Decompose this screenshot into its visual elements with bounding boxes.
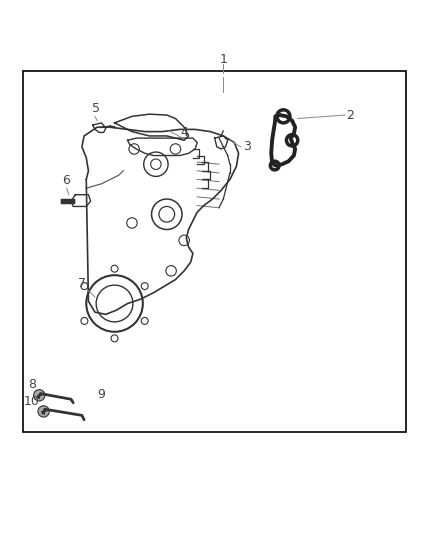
Circle shape: [38, 406, 49, 417]
Text: 10: 10: [24, 395, 40, 408]
Text: 6: 6: [62, 174, 70, 187]
Text: 1: 1: [219, 53, 227, 66]
Text: 5: 5: [92, 102, 100, 115]
Text: 9: 9: [97, 387, 105, 400]
Text: 4: 4: [180, 126, 188, 139]
Text: 3: 3: [243, 140, 251, 154]
Circle shape: [34, 390, 45, 401]
Text: 7: 7: [78, 277, 86, 289]
Bar: [23, 71, 406, 432]
Text: 2: 2: [346, 109, 354, 122]
Text: 8: 8: [28, 377, 36, 391]
